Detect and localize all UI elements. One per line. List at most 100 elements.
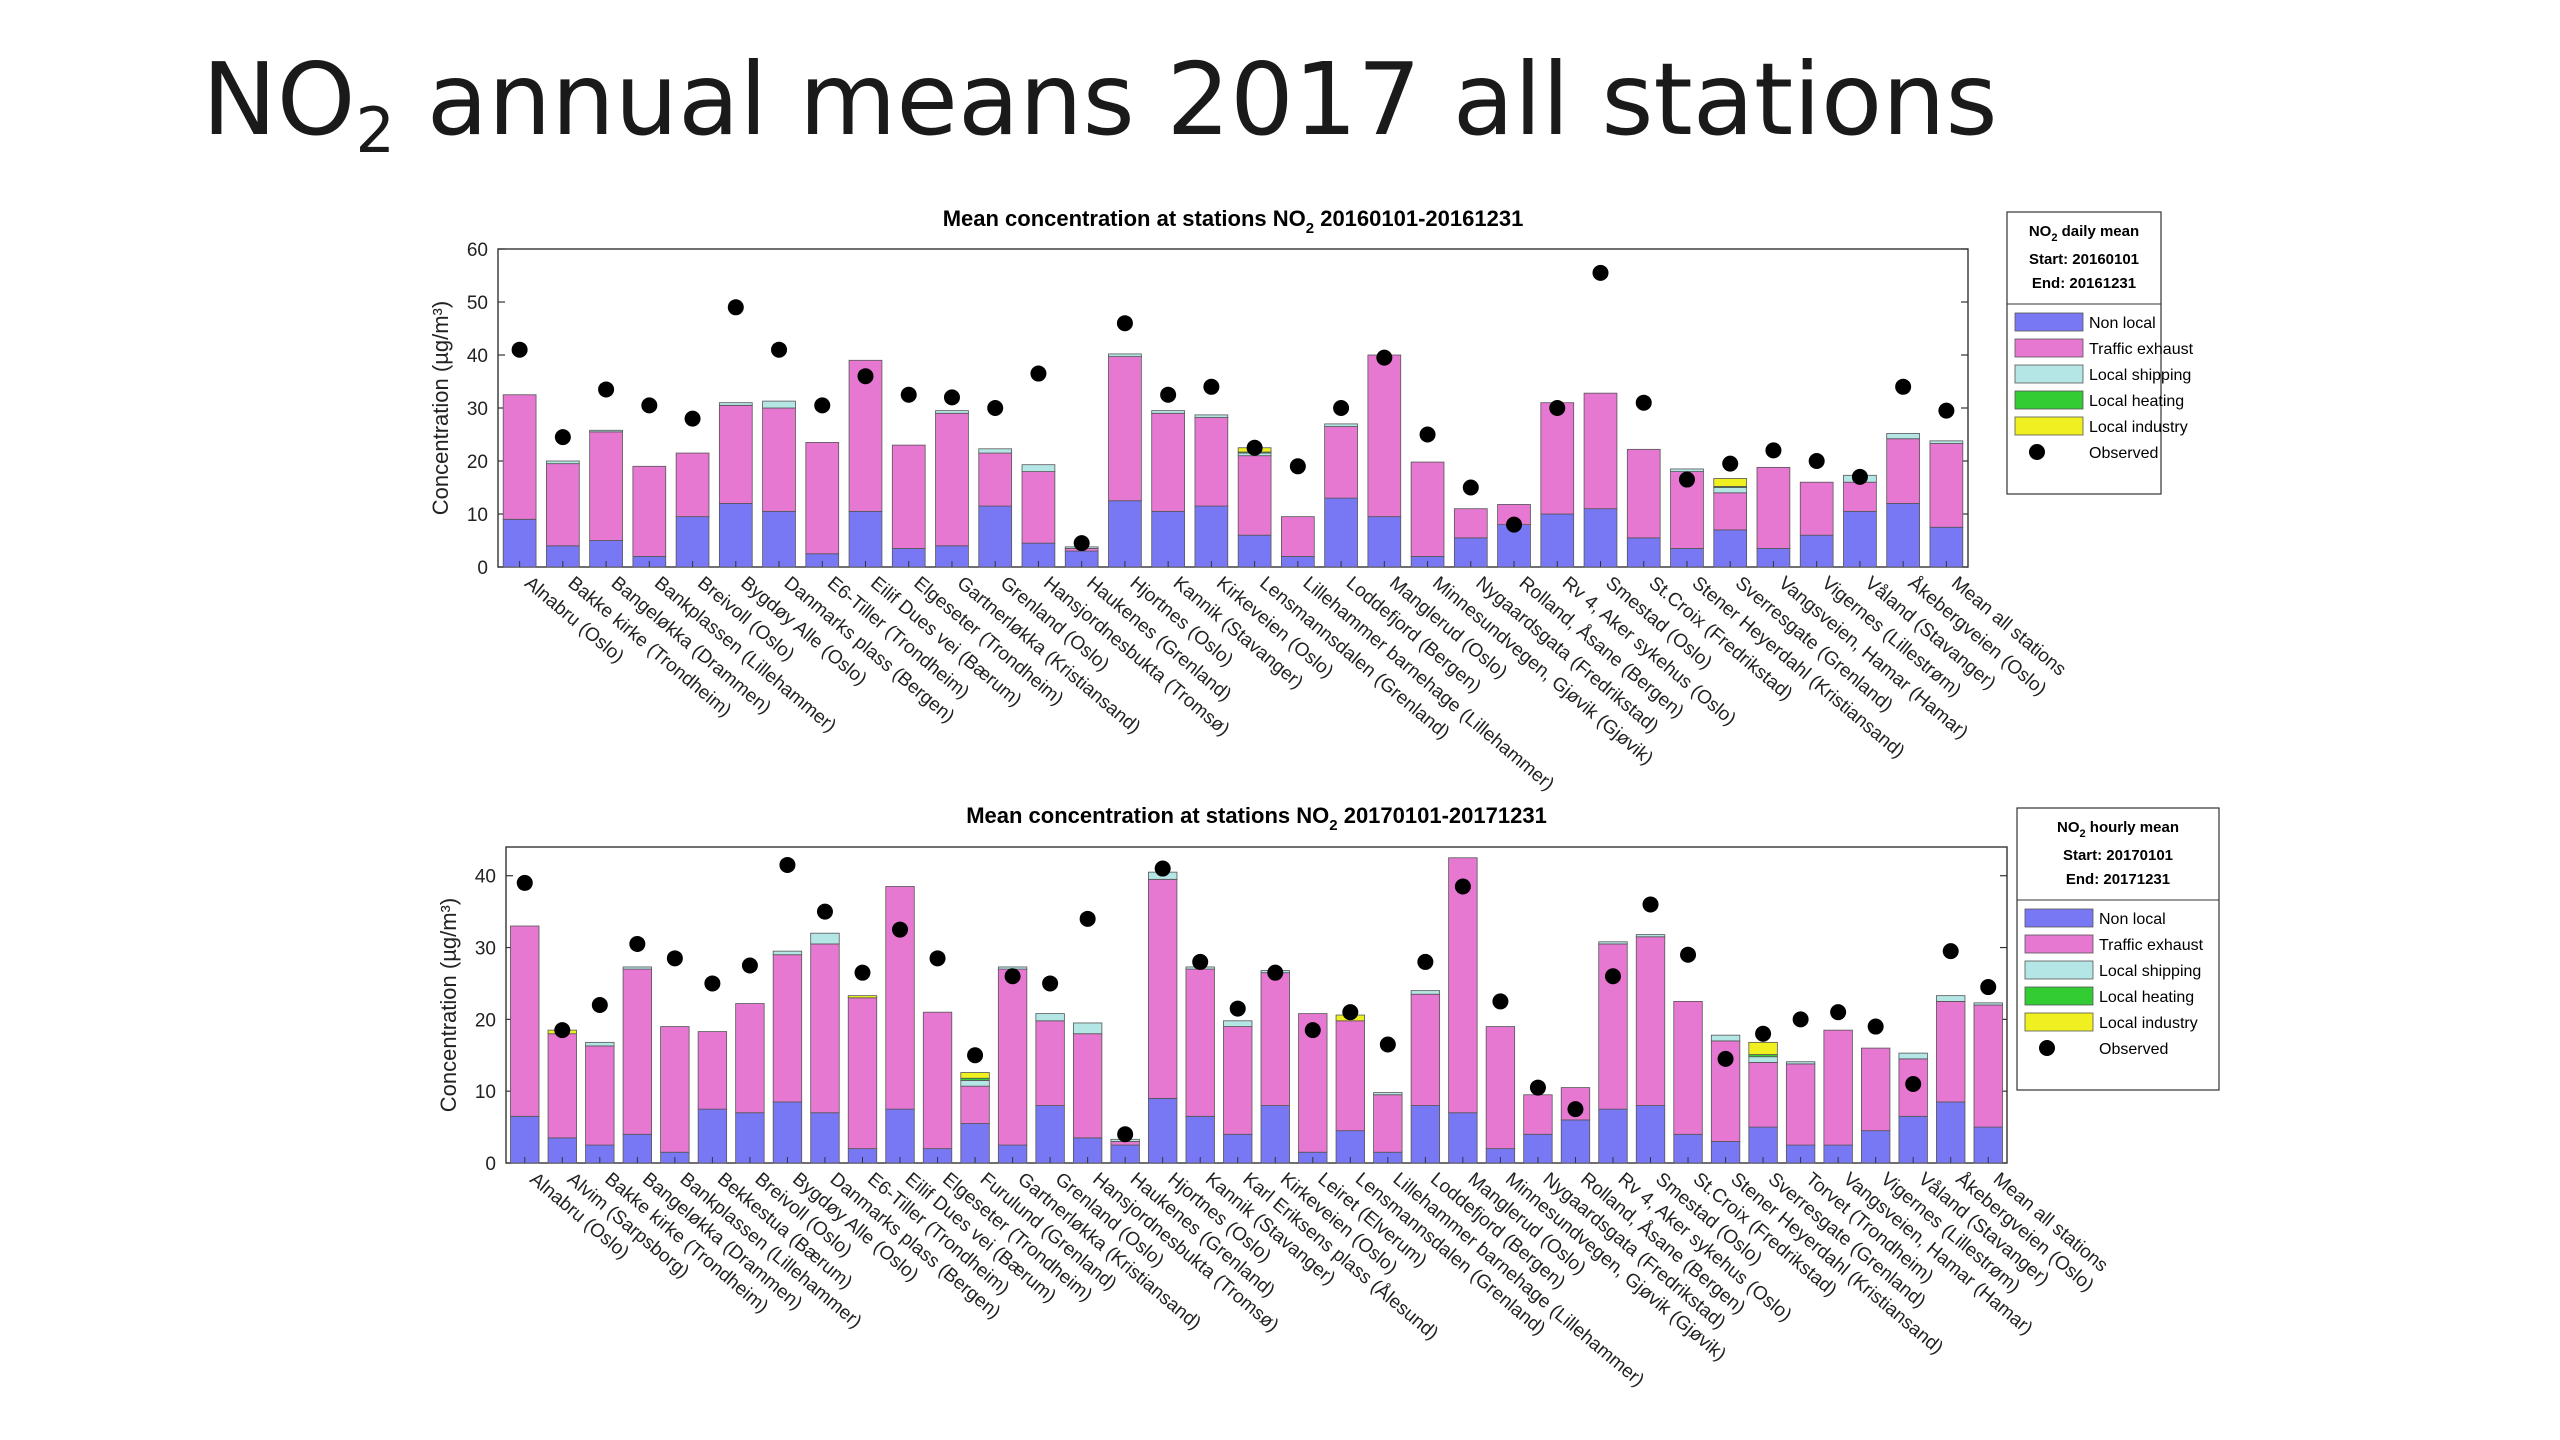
bar-local-industry: [960, 1072, 990, 1079]
legend-title: NO2 daily mean: [2029, 223, 2139, 244]
slide-title-rest: annual means 2017 all stations: [394, 41, 1998, 158]
chart-1: Mean concentration at stations NO2 20160…: [428, 206, 2194, 795]
observed-point: [598, 381, 615, 398]
y-tick-label: 40: [475, 867, 496, 888]
y-tick-label: 10: [475, 1082, 496, 1103]
observed-point: [1267, 964, 1284, 981]
observed-point: [554, 429, 571, 446]
y-tick-label: 30: [475, 939, 496, 960]
observed-point: [511, 341, 528, 358]
legend-title-rest: hourly mean: [2086, 819, 2179, 836]
bar-non-local: [810, 1112, 840, 1164]
observed-point: [516, 874, 533, 891]
bar-traffic-exhaust: [1072, 1033, 1103, 1139]
chart-2: Mean concentration at stations NO2 20170…: [436, 803, 2220, 1391]
observed-point: [1154, 860, 1171, 877]
observed-point: [967, 1047, 984, 1064]
bar-non-local: [1185, 1115, 1215, 1164]
legend-swatch-local-shipping: [2014, 364, 2084, 384]
bar-traffic-exhaust: [718, 404, 753, 504]
chart-title-subscript: 2: [1329, 817, 1337, 834]
bar-traffic-exhaust: [1148, 878, 1178, 1099]
bar-non-local: [1713, 529, 1748, 568]
legend-title-main: NO: [2029, 223, 2052, 240]
observed-point: [1592, 264, 1609, 281]
observed-point: [684, 410, 701, 427]
y-tick-label: 40: [467, 346, 488, 367]
legend-label: Local shipping: [2089, 367, 2191, 384]
bar-traffic-exhaust: [1540, 402, 1575, 515]
bar-non-local: [1335, 1130, 1365, 1164]
legend-end: End: 20161231: [2032, 275, 2136, 292]
legend-label: Local shipping: [2099, 963, 2201, 980]
observed-point: [814, 397, 831, 414]
observed-point: [854, 964, 871, 981]
bar-local-shipping: [1108, 353, 1142, 357]
bar-traffic-exhaust: [1748, 1062, 1778, 1128]
bar-non-local: [960, 1123, 990, 1164]
chart-title-subscript: 2: [1306, 220, 1314, 237]
bar-traffic-exhaust: [735, 1003, 765, 1114]
observed-point: [1549, 400, 1566, 416]
bar-local-shipping: [1936, 995, 1966, 1002]
legend-swatch-local-heating: [2024, 986, 2094, 1006]
bar-local-shipping: [1748, 1056, 1778, 1063]
observed-point: [1755, 1025, 1772, 1042]
bar-traffic-exhaust: [675, 452, 710, 518]
legend: NO2 daily mean Start: 20160101 End: 201612…: [2006, 211, 2194, 495]
bar-traffic-exhaust: [1021, 471, 1056, 544]
observed-point: [641, 397, 658, 414]
bar-local-shipping: [1710, 1034, 1741, 1042]
y-tick-label: 20: [475, 1010, 496, 1031]
bar-local-shipping: [1035, 1013, 1065, 1022]
bar-local-shipping: [589, 429, 623, 433]
bar-traffic-exhaust: [1237, 455, 1272, 536]
bar-non-local: [1886, 502, 1920, 568]
observed-point: [1851, 468, 1868, 485]
observed-point: [1506, 516, 1523, 533]
bar-local-shipping: [1410, 990, 1441, 995]
bar-traffic-exhaust: [1194, 417, 1229, 507]
bar-local-industry: [1713, 478, 1748, 487]
legend-label: Local heating: [2089, 393, 2184, 410]
bar-non-local: [1898, 1115, 1928, 1164]
observed-point: [1289, 458, 1306, 475]
bar-non-local: [1448, 1112, 1478, 1164]
chart-title-main: Mean concentration at stations NO: [966, 803, 1329, 828]
bar-local-shipping: [1973, 1002, 2003, 1006]
legend-title-main: NO: [2057, 819, 2080, 836]
observed-point: [1454, 878, 1471, 895]
bar-traffic-exhaust: [805, 442, 840, 555]
observed-point: [1529, 1079, 1546, 1096]
bar-local-shipping: [1670, 468, 1704, 473]
legend-start: Start: 20160101: [2029, 251, 2139, 268]
bar-local-shipping: [1713, 487, 1748, 494]
observed-point: [741, 957, 758, 974]
legend: NO2 hourly mean Start: 20170101 End: 20171…: [2016, 807, 2220, 1091]
y-tick-label: 30: [467, 399, 488, 420]
observed-point: [727, 299, 744, 316]
bar-local-shipping: [1194, 414, 1229, 418]
legend-label: Local industry: [2089, 419, 2188, 436]
bar-non-local: [762, 510, 796, 568]
legend-title-rest: daily mean: [2057, 223, 2139, 240]
observed-point: [900, 386, 917, 403]
bar-non-local: [502, 518, 537, 568]
bar-traffic-exhaust: [585, 1045, 615, 1146]
y-tick-label: 0: [485, 1154, 496, 1175]
bar-non-local: [735, 1112, 765, 1164]
bar-local-shipping: [978, 448, 1013, 454]
y-axis-label: Concentration (µg/m³): [436, 898, 461, 1112]
observed-point: [629, 935, 646, 952]
slide-title: NO2 annual means 2017 all stations: [202, 40, 1998, 168]
bar-traffic-exhaust: [1886, 438, 1920, 504]
bar-traffic-exhaust: [547, 1033, 577, 1139]
bar-local-industry: [847, 995, 878, 999]
bar-traffic-exhaust: [1973, 1004, 2003, 1128]
observed-point: [771, 341, 788, 358]
legend-start: Start: 20170101: [2063, 847, 2173, 864]
observed-point: [554, 1022, 571, 1039]
observed-point: [1116, 315, 1133, 332]
bar-traffic-exhaust: [632, 465, 667, 557]
